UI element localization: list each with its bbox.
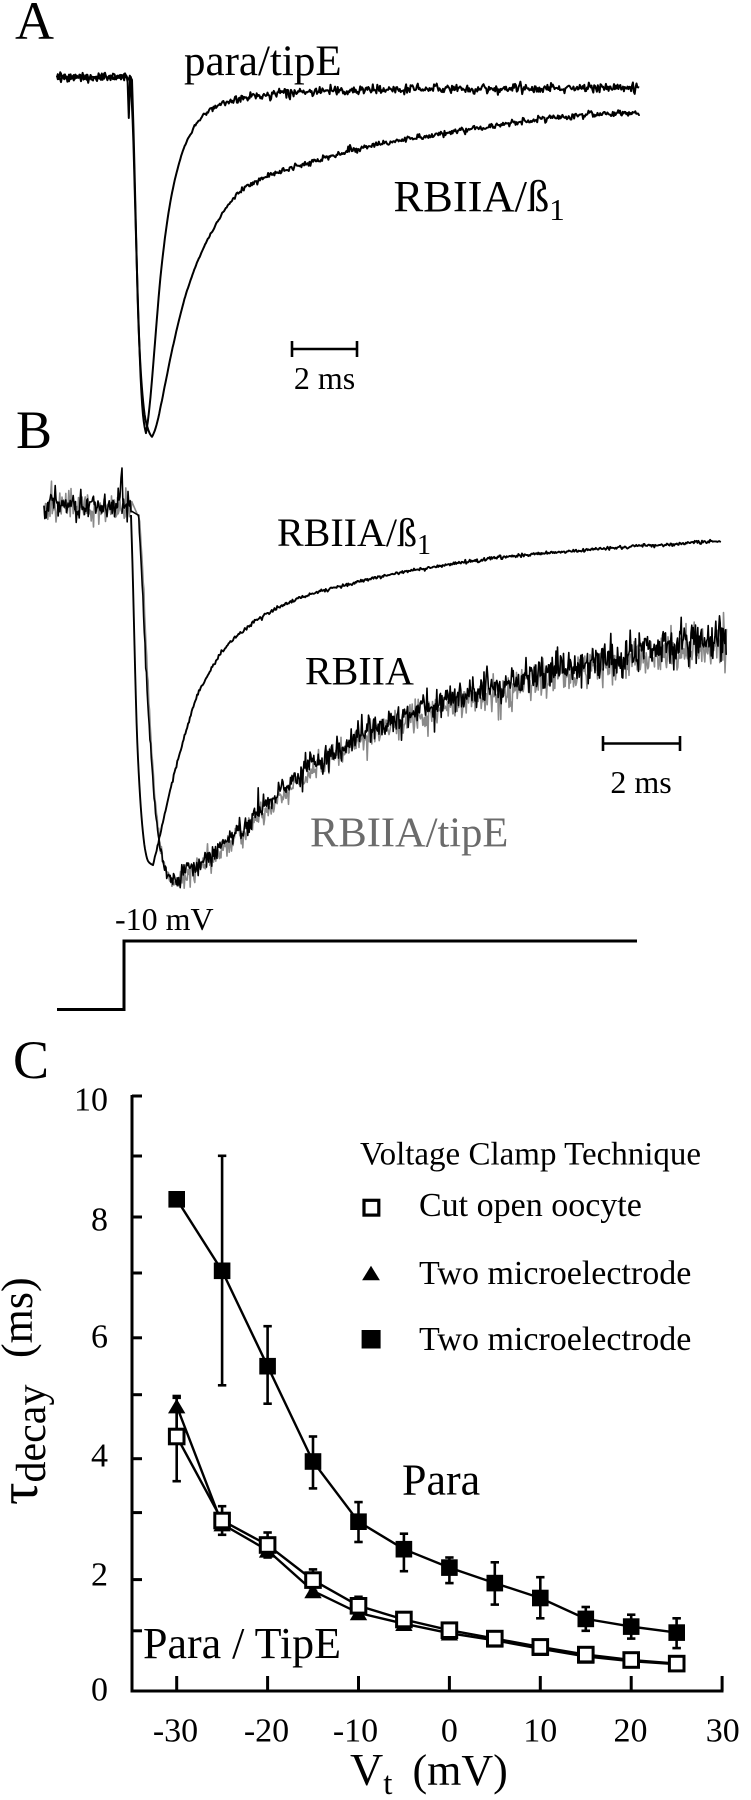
svg-text:B: B [16,400,52,460]
svg-text:RBIIA: RBIIA [305,649,414,694]
svg-text:20: 20 [614,1713,648,1750]
svg-text:-20: -20 [244,1713,289,1750]
svg-text:RBIIA/ß1: RBIIA/ß1 [277,510,431,561]
svg-text:Para: Para [402,1456,480,1505]
svg-text:Voltage Clamp Technique: Voltage Clamp Technique [360,1137,701,1173]
svg-text:30: 30 [706,1713,740,1750]
svg-text:-30: -30 [153,1713,198,1750]
svg-text:2: 2 [91,1557,108,1594]
svg-text:6: 6 [91,1319,108,1356]
svg-text:4: 4 [91,1438,108,1475]
svg-text:2 ms: 2 ms [610,764,671,800]
svg-text:A: A [15,0,54,51]
svg-text:para/tipE: para/tipE [184,38,342,85]
svg-text:Two microelectrode: Two microelectrode [419,1255,691,1292]
svg-text:0: 0 [91,1672,108,1709]
svg-text:Two microelectrode: Two microelectrode [419,1321,691,1358]
svg-text:τdecay: τdecay [0,1385,55,1505]
svg-text:-10: -10 [333,1713,378,1750]
svg-text:-10 mV: -10 mV [115,901,214,937]
svg-text:RBIIA/ß1: RBIIA/ß1 [394,171,565,227]
svg-text:(ms): (ms) [0,1277,42,1358]
svg-text:Para / TipE: Para / TipE [143,1619,341,1668]
svg-text:Cut open oocyte: Cut open oocyte [419,1187,642,1224]
svg-text:2 ms: 2 ms [294,360,355,396]
svg-text:C: C [13,1030,49,1090]
svg-text:10: 10 [523,1713,557,1750]
svg-text:RBIIA/tipE: RBIIA/tipE [310,810,508,857]
svg-text:8: 8 [91,1202,108,1239]
svg-text:0: 0 [441,1713,458,1750]
svg-text:Vt(mV): Vt (mV) [350,1744,508,1800]
svg-text:10: 10 [74,1082,108,1119]
